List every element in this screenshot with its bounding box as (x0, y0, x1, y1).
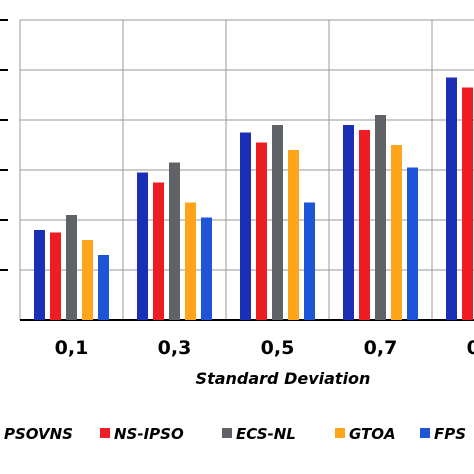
bar-ns-ipso-1 (50, 232, 61, 320)
bar-fps-3 (304, 202, 315, 320)
bar-gtoa-1 (82, 240, 93, 320)
bar-psovns-1 (34, 230, 45, 320)
legend-swatch-ns-ipso (100, 428, 110, 438)
x-tick-label: 0,7 (364, 337, 398, 359)
bar-ns-ipso-3 (256, 142, 267, 320)
legend: PSOVNS NS-IPSO ECS-NL GTOA FPS (4, 425, 466, 443)
x-axis-title: Standard Deviation (196, 369, 371, 388)
bar-ecs-nl-4 (375, 115, 386, 320)
bar-ns-ipso-2 (153, 182, 164, 320)
bar-ns-ipso-5 (462, 87, 473, 320)
legend-swatch-gtoa (335, 428, 345, 438)
x-tick-labels: 0,1 0,3 0,5 0,7 0,9 (55, 337, 474, 359)
bar-ns-ipso-4 (359, 130, 370, 320)
x-tick-label: 0,3 (158, 337, 192, 359)
bar-psovns-3 (240, 132, 251, 320)
legend-label-gtoa: GTOA (349, 425, 396, 443)
bar-fps-1 (98, 255, 109, 320)
bar-psovns-5 (446, 77, 457, 320)
bar-fps-4 (407, 167, 418, 320)
bar-fps-2 (201, 217, 212, 320)
bar-gtoa-4 (391, 145, 402, 320)
bar-gtoa-3 (288, 150, 299, 320)
x-tick-label: 0,5 (261, 337, 295, 359)
legend-swatch-ecs-nl (222, 428, 232, 438)
legend-label-psovns: PSOVNS (4, 425, 73, 443)
bar-ecs-nl-2 (169, 162, 180, 320)
bar-ecs-nl-3 (272, 125, 283, 320)
legend-label-fps: FPS (434, 425, 466, 443)
bar-psovns-4 (343, 125, 354, 320)
legend-label-ns-ipso: NS-IPSO (114, 425, 184, 443)
bar-gtoa-2 (185, 202, 196, 320)
x-tick-label: 0,1 (55, 337, 89, 359)
legend-label-ecs-nl: ECS-NL (236, 425, 296, 443)
bars (34, 77, 473, 320)
legend-swatch-fps (420, 428, 430, 438)
x-tick-label: 0,9 (467, 337, 474, 359)
bar-ecs-nl-1 (66, 215, 77, 320)
bar-psovns-2 (137, 172, 148, 320)
